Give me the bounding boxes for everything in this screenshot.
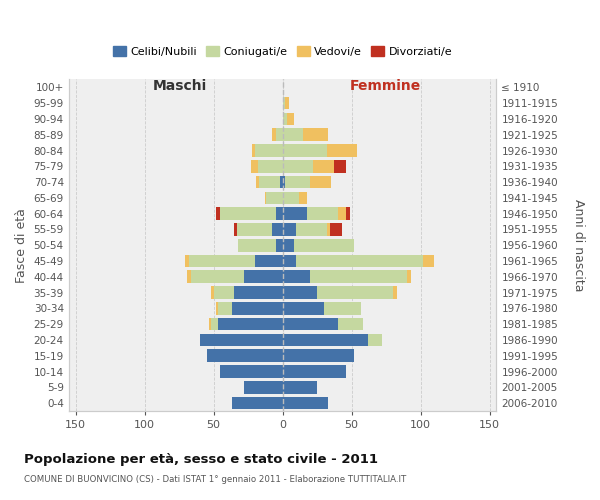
Bar	[338, 318, 362, 330]
Bar	[287, 112, 293, 126]
Bar	[214, 286, 234, 299]
Bar	[211, 318, 218, 330]
Bar	[234, 286, 283, 299]
Bar	[393, 286, 397, 299]
Bar	[283, 365, 346, 378]
Bar	[286, 176, 310, 188]
Bar	[252, 144, 255, 157]
Bar	[272, 128, 275, 141]
Bar	[232, 302, 283, 314]
Bar	[218, 318, 283, 330]
Bar	[283, 128, 303, 141]
Bar	[283, 192, 299, 204]
Bar	[232, 397, 283, 409]
Bar	[283, 350, 355, 362]
Bar	[185, 254, 189, 268]
Bar	[329, 223, 342, 236]
Bar	[283, 254, 296, 268]
Bar	[293, 239, 355, 252]
Bar	[407, 270, 411, 283]
Bar	[266, 192, 283, 204]
Bar	[265, 192, 266, 204]
Bar	[296, 254, 424, 268]
Bar	[346, 208, 350, 220]
Bar	[283, 302, 324, 314]
Bar	[218, 302, 232, 314]
Bar	[280, 176, 283, 188]
Bar	[307, 208, 338, 220]
Bar	[255, 144, 283, 157]
Bar	[211, 286, 214, 299]
Bar	[296, 223, 327, 236]
Bar	[220, 208, 275, 220]
Bar	[283, 270, 310, 283]
Bar	[313, 160, 334, 172]
Bar	[206, 350, 283, 362]
Bar	[217, 208, 220, 220]
Bar	[258, 160, 283, 172]
Bar	[303, 128, 328, 141]
Bar	[334, 160, 346, 172]
Bar	[275, 239, 283, 252]
Bar	[283, 112, 287, 126]
Bar	[191, 270, 244, 283]
Bar	[283, 381, 317, 394]
Bar	[189, 254, 255, 268]
Bar	[187, 270, 191, 283]
Bar	[368, 334, 382, 346]
Text: Popolazione per età, sesso e stato civile - 2011: Popolazione per età, sesso e stato civil…	[24, 452, 378, 466]
Bar	[238, 239, 275, 252]
Bar	[217, 302, 218, 314]
Bar	[299, 192, 307, 204]
Bar	[338, 208, 346, 220]
Bar	[317, 286, 393, 299]
Bar	[244, 381, 283, 394]
Bar	[424, 254, 434, 268]
Bar	[234, 223, 237, 236]
Bar	[283, 208, 307, 220]
Bar	[283, 97, 286, 110]
Bar	[283, 223, 296, 236]
Bar	[272, 223, 283, 236]
Y-axis label: Fasce di età: Fasce di età	[15, 208, 28, 282]
Bar	[283, 318, 338, 330]
Bar	[310, 270, 407, 283]
Bar	[251, 160, 258, 172]
Bar	[275, 208, 283, 220]
Legend: Celibi/Nubili, Coniugati/e, Vedovi/e, Divorziati/e: Celibi/Nubili, Coniugati/e, Vedovi/e, Di…	[108, 42, 457, 62]
Bar	[283, 397, 328, 409]
Bar	[209, 318, 211, 330]
Bar	[283, 286, 317, 299]
Bar	[324, 302, 361, 314]
Bar	[286, 97, 289, 110]
Bar	[283, 144, 327, 157]
Bar	[327, 223, 329, 236]
Bar	[220, 365, 283, 378]
Bar	[283, 239, 293, 252]
Bar	[244, 270, 283, 283]
Bar	[283, 176, 286, 188]
Bar	[310, 176, 331, 188]
Bar	[283, 160, 313, 172]
Y-axis label: Anni di nascita: Anni di nascita	[572, 199, 585, 292]
Bar	[283, 334, 368, 346]
Bar	[275, 128, 283, 141]
Text: COMUNE DI BUONVICINO (CS) - Dati ISTAT 1° gennaio 2011 - Elaborazione TUTTITALIA: COMUNE DI BUONVICINO (CS) - Dati ISTAT 1…	[24, 475, 406, 484]
Bar	[256, 176, 259, 188]
Bar	[237, 223, 272, 236]
Text: Femmine: Femmine	[350, 80, 421, 94]
Text: Maschi: Maschi	[153, 80, 207, 94]
Bar	[255, 254, 283, 268]
Bar	[327, 144, 357, 157]
Bar	[200, 334, 283, 346]
Bar	[259, 176, 280, 188]
